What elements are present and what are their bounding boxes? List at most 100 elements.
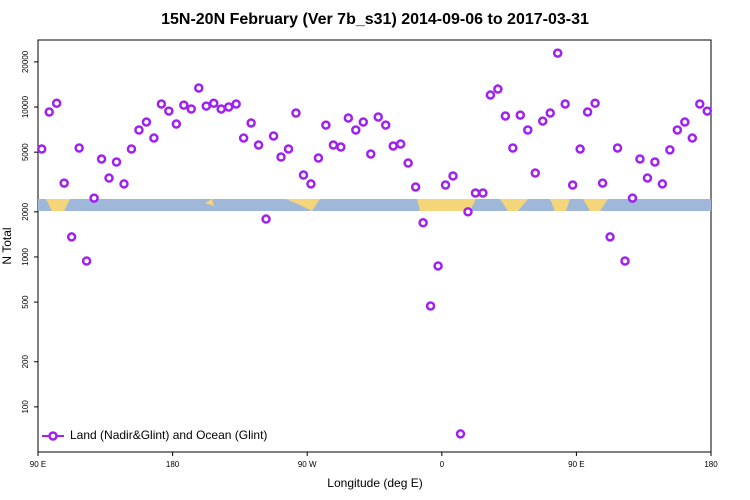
x-tick-label: 90 E [30, 460, 46, 469]
y-tick-label: 100 [21, 400, 30, 414]
data-point [395, 139, 406, 149]
data-point [201, 101, 211, 111]
data-point [44, 107, 54, 117]
data-point [500, 111, 511, 121]
data-point [493, 84, 503, 94]
y-tick-label: 1000 [21, 248, 30, 266]
x-tick-label: 90 W [298, 460, 317, 469]
data-point [179, 100, 189, 110]
data-point [575, 144, 585, 154]
land-strip [38, 199, 711, 211]
data-point [620, 256, 630, 266]
data-point [687, 133, 698, 143]
legend: Land (Nadir&Glint) and Ocean (Glint) [42, 428, 267, 442]
data-point [508, 143, 518, 153]
data-point [186, 104, 197, 114]
y-tick-label: 10000 [21, 95, 30, 118]
data-point [463, 207, 473, 217]
data-point [336, 142, 346, 152]
data-point [485, 90, 496, 100]
data-point [650, 157, 660, 167]
x-axis-label: Longitude (deg E) [327, 476, 422, 490]
data-point [515, 110, 526, 120]
data-point [89, 193, 99, 203]
data-point [642, 173, 653, 183]
data-point [194, 83, 204, 93]
data-point [328, 140, 339, 150]
data-point [552, 48, 563, 58]
data-point [231, 99, 241, 109]
data-point [702, 106, 713, 116]
legend-label: Land (Nadir&Glint) and Ocean (Glint) [70, 428, 267, 442]
data-point [590, 98, 600, 108]
x-tick-label: 90 E [568, 460, 584, 469]
y-axis-label: N Total [0, 227, 14, 264]
data-point [358, 117, 369, 127]
data-point [126, 144, 137, 154]
data-point [171, 119, 182, 129]
data-point [156, 99, 167, 109]
data-point [321, 120, 331, 130]
data-point [134, 125, 144, 135]
data-point [470, 188, 481, 198]
data-point [418, 218, 428, 228]
data-point [141, 117, 152, 127]
y-tick-label: 20000 [21, 50, 30, 73]
data-point [149, 133, 159, 143]
data-point [119, 179, 129, 189]
data-point [680, 117, 690, 127]
data-point [223, 102, 234, 112]
data-point [351, 125, 361, 135]
data-point [164, 106, 174, 116]
data-point [530, 168, 541, 178]
data-point [695, 99, 705, 109]
data-point [59, 178, 69, 188]
x-tick-label: 0 [440, 460, 445, 469]
data-point [455, 429, 466, 439]
data-point [545, 108, 555, 118]
legend-marker [48, 431, 58, 441]
data-point [403, 158, 413, 168]
data-point [538, 116, 548, 126]
data-point [523, 125, 533, 135]
data-point [81, 256, 92, 266]
data-point [74, 143, 84, 153]
data-point [665, 145, 675, 155]
data-point [612, 143, 623, 153]
y-tick-label: 5000 [21, 143, 30, 161]
data-point [291, 108, 301, 118]
data-point [36, 144, 47, 154]
y-tick-label: 2000 [21, 202, 30, 220]
data-point [66, 232, 77, 242]
data-point [366, 149, 376, 159]
data-point [478, 188, 488, 198]
data-point [635, 154, 645, 164]
data-point [268, 131, 279, 141]
data-point [298, 170, 309, 180]
data-point [253, 140, 264, 150]
data-point [448, 171, 458, 181]
data-point [410, 182, 421, 192]
data-point [283, 144, 294, 154]
data-point [567, 180, 578, 190]
data-point [246, 118, 256, 128]
data-point [388, 141, 398, 151]
x-tick-label: 180 [704, 460, 718, 469]
y-tick-label: 500 [21, 295, 30, 309]
data-point [627, 193, 638, 203]
data-point [276, 152, 286, 162]
data-point [111, 157, 122, 167]
data-point [208, 98, 219, 108]
data-point [657, 179, 668, 189]
data-point [425, 301, 436, 311]
chart-title: 15N-20N February (Ver 7b_s31) 2014-09-06… [161, 11, 589, 28]
data-point [672, 125, 683, 135]
data-point [343, 113, 354, 123]
data-point [380, 120, 391, 130]
data-point [373, 112, 383, 122]
data-point [104, 173, 114, 183]
data-point [216, 104, 226, 114]
data-point [597, 178, 608, 188]
data-point [261, 214, 271, 224]
